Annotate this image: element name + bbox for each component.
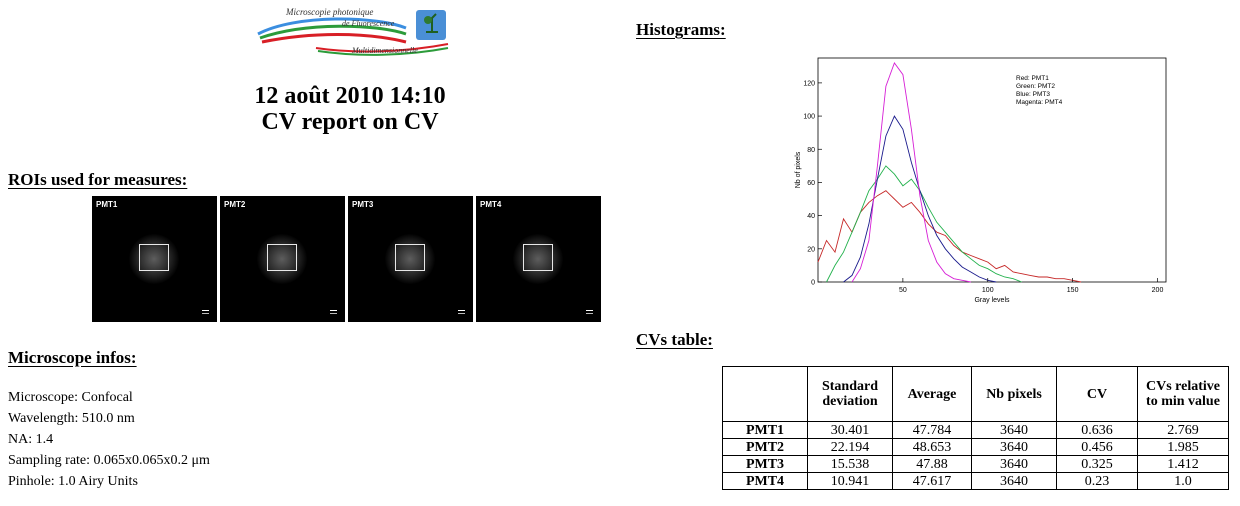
series-line <box>843 115 997 283</box>
cell-cv: 0.636 <box>1056 421 1138 439</box>
roi-image-pmt2: PMT2 <box>220 196 345 322</box>
cell-average: 47.88 <box>892 455 972 473</box>
series-line <box>851 62 971 283</box>
series-lines <box>817 62 1082 283</box>
cell-cv: 0.23 <box>1056 472 1138 490</box>
legend-entry: Red: PMT1 <box>1016 75 1049 82</box>
header-cv-relative: CVs relative to min value <box>1137 366 1229 422</box>
scale-bar <box>202 310 209 316</box>
roi-label: PMT1 <box>96 200 118 209</box>
header-nb-pixels: Nb pixels <box>971 366 1057 422</box>
header-average: Average <box>892 366 972 422</box>
cell-nb-pixels: 3640 <box>971 438 1057 456</box>
cell-nb-pixels: 3640 <box>971 472 1057 490</box>
roi-signal <box>385 234 435 284</box>
report-date: 12 août 2010 14:10 <box>254 83 446 109</box>
roi-label: PMT4 <box>480 200 502 209</box>
logo-line3: Multidimensionnelle <box>351 46 418 55</box>
histograms-heading: Histograms: <box>636 20 726 39</box>
cell-nb-pixels: 3640 <box>971 455 1057 473</box>
info-pinhole: Pinhole: 1.0 Airy Units <box>8 474 138 489</box>
row-name: PMT1 <box>722 421 808 439</box>
y-tick-label: 80 <box>807 147 815 154</box>
axes: 50 100 150 200 0 20 40 60 80 100 120 <box>803 80 1163 294</box>
scale-bar <box>458 310 465 316</box>
info-wavelength: Wavelength: 510.0 nm <box>8 411 135 426</box>
info-na: NA: 1.4 <box>8 432 54 447</box>
series-line <box>826 165 1022 283</box>
mpfm-logo: Microscopie photonique de Fluorescence M… <box>257 7 449 56</box>
cell-std: 15.538 <box>807 455 893 473</box>
cell-cv-relative: 2.769 <box>1137 421 1229 439</box>
cell-average: 47.617 <box>892 472 972 490</box>
logo-line2: de Fluorescence <box>342 19 395 28</box>
plot-frame <box>817 57 1167 283</box>
y-tick-label: 20 <box>807 246 815 253</box>
legend-entry: Green: PMT2 <box>1016 83 1055 90</box>
logo-line1: Microscopie photonique <box>285 7 373 17</box>
scale-bar <box>330 310 337 316</box>
cv-table: Standard deviation Average Nb pixels CV … <box>722 366 1229 490</box>
roi-label: PMT3 <box>352 200 374 209</box>
cell-average: 48.653 <box>892 438 972 456</box>
table-row: PMT4 10.941 47.617 3640 0.23 1.0 <box>722 472 1229 490</box>
table-row: PMT1 30.401 47.784 3640 0.636 2.769 <box>722 421 1229 439</box>
cell-std: 30.401 <box>807 421 893 439</box>
legend-entry: Blue: PMT3 <box>1016 91 1050 98</box>
scale-bar <box>586 310 593 316</box>
roi-label: PMT2 <box>224 200 246 209</box>
cell-std: 10.941 <box>807 472 893 490</box>
header-corner <box>722 366 808 422</box>
table-header-row: Standard deviation Average Nb pixels CV … <box>722 366 1229 422</box>
header-cv: CV <box>1056 366 1138 422</box>
row-name: PMT4 <box>722 472 808 490</box>
cell-std: 22.194 <box>807 438 893 456</box>
y-tick-label: 100 <box>803 114 815 121</box>
cell-cv-relative: 1.412 <box>1137 455 1229 473</box>
x-tick-label: 100 <box>982 287 994 294</box>
cell-cv: 0.456 <box>1056 438 1138 456</box>
roi-rectangle <box>395 244 425 271</box>
roi-signal <box>257 234 307 284</box>
histogram-chart: 50 100 150 200 0 20 40 60 80 100 120 Gray levels N… <box>795 57 1167 304</box>
cell-cv-relative: 1.985 <box>1137 438 1229 456</box>
info-sampling-rate: Sampling rate: 0.065x0.065x0.2 μm <box>8 453 210 468</box>
table-row: PMT3 15.538 47.88 3640 0.325 1.412 <box>722 455 1229 473</box>
info-microscope: Microscope: Confocal <box>8 390 133 405</box>
y-tick-label: 0 <box>811 280 815 287</box>
cell-nb-pixels: 3640 <box>971 421 1057 439</box>
row-name: PMT2 <box>722 438 808 456</box>
roi-image-pmt4: PMT4 <box>476 196 601 322</box>
table-row: PMT2 22.194 48.653 3640 0.456 1.985 <box>722 438 1229 456</box>
x-tick-label: 200 <box>1152 287 1164 294</box>
row-name: PMT3 <box>722 455 808 473</box>
x-axis-label: Gray levels <box>974 297 1010 304</box>
cell-cv-relative: 1.0 <box>1137 472 1229 490</box>
roi-signal <box>513 234 563 284</box>
y-tick-label: 120 <box>803 80 815 87</box>
roi-image-pmt3: PMT3 <box>348 196 473 322</box>
roi-rectangle <box>523 244 553 271</box>
legend-entry: Magenta: PMT4 <box>1016 99 1063 106</box>
cell-cv: 0.325 <box>1056 455 1138 473</box>
cell-average: 47.784 <box>892 421 972 439</box>
series-line <box>817 190 1082 283</box>
report-title: CV report on CV <box>261 109 439 135</box>
roi-rectangle <box>267 244 297 271</box>
header-std: Standard deviation <box>807 366 893 422</box>
y-tick-label: 40 <box>807 213 815 220</box>
roi-signal <box>129 234 179 284</box>
microscope-heading: Microscope infos: <box>8 348 137 367</box>
cv-table-heading: CVs table: <box>636 330 713 349</box>
y-axis-label: Nb of pixels <box>795 151 802 188</box>
x-tick-label: 50 <box>899 287 907 294</box>
x-tick-label: 150 <box>1067 287 1079 294</box>
roi-image-pmt1: PMT1 <box>92 196 217 322</box>
roi-rectangle <box>139 244 169 271</box>
roi-heading: ROIs used for measures: <box>8 170 188 189</box>
y-tick-label: 60 <box>807 180 815 187</box>
